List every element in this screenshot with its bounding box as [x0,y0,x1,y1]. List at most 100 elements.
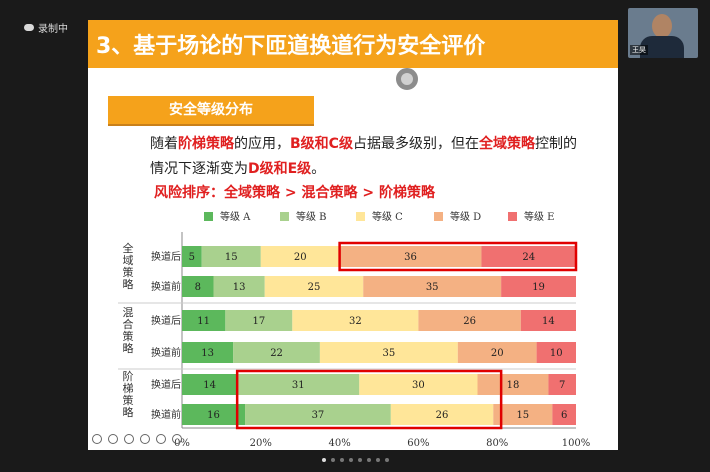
bar-value-label: 15 [516,410,529,421]
bar-value-label: 25 [308,282,321,293]
slide: 3、基于场论的下匝道换道行为安全评价 安全等级分布 随着阶梯策略的应用，B级和C… [88,20,618,450]
bar-value-label: 16 [207,410,220,421]
bar-segment [339,246,482,267]
bar-segment [182,404,246,425]
pager-dot[interactable] [367,458,371,462]
group-label: 合 [123,317,134,331]
control-icon[interactable] [156,434,166,444]
para-highlight: D级和E级 [248,161,312,177]
presenter-video[interactable]: 王昊 [628,8,698,58]
legend-label: 等级 A [220,210,251,223]
slide-title-bar: 3、基于场论的下匝道换道行为安全评价 [88,20,618,68]
x-tick-label: 80% [486,438,508,449]
para-highlight: 全域策略 [478,136,535,152]
pager-dot[interactable] [349,458,353,462]
bar-value-label: 6 [561,410,567,421]
bar-segment [493,404,553,425]
para-text: 随着 [150,136,178,152]
para-text: 占据最多级别，但在 [352,136,479,152]
bar-segment [552,404,576,425]
bar-value-label: 31 [292,380,305,391]
legend-label: 等级 E [524,210,554,223]
group-label: 策 [123,393,134,407]
pager-dot[interactable] [340,458,344,462]
bar-value-label: 14 [203,380,216,391]
bar-value-label: 5 [189,252,195,263]
bar-value-label: 32 [349,316,362,327]
group-label: 略 [123,341,134,355]
bar-segment [260,246,340,267]
legend-swatch [434,212,443,221]
pager-dot[interactable] [358,458,362,462]
bar-value-label: 17 [252,316,265,327]
x-tick-label: 0% [174,438,190,449]
group-label: 略 [123,277,134,291]
control-icon[interactable] [124,434,134,444]
para-text: 控制的情况下逐渐变为 [150,136,577,177]
safety-level-chart: 等级 A等级 B等级 C等级 D等级 E0%20%40%60%80%100%不同… [118,210,591,449]
player-controls [92,434,182,444]
group-label: 全 [123,241,134,255]
row-label: 换道前 [151,408,181,421]
para-highlight: B级和C级 [290,136,353,152]
bar-segment [501,276,576,297]
bar-value-label: 20 [491,348,504,359]
bar-segment [319,342,458,363]
risk-order: 风险排序：全域策略 > 混合策略 > 阶梯策略 [154,185,435,201]
x-tick-label: 100% [562,438,591,449]
slide-title: 3、基于场论的下匝道换道行为安全评价 [96,34,486,59]
bar-segment [213,276,265,297]
control-icon[interactable] [140,434,150,444]
presenter-face [652,14,672,38]
pager-dot[interactable] [385,458,389,462]
bar-value-label: 13 [201,348,214,359]
pager-dot[interactable] [322,458,326,462]
section-tab: 安全等级分布 [108,96,314,126]
slide-pager [322,458,389,462]
legend-swatch [204,212,213,221]
bar-value-label: 10 [550,348,563,359]
legend-label: 等级 C [372,210,403,223]
bar-value-label: 35 [382,348,395,359]
bar-value-label: 36 [404,252,417,263]
control-icon[interactable] [92,434,102,444]
bar-segment [457,342,537,363]
bar-value-label: 20 [294,252,307,263]
bar-segment [477,374,549,395]
group-label: 阶 [123,369,134,383]
presenter-name: 王昊 [630,45,648,55]
bar-segment [536,342,576,363]
x-tick-label: 60% [407,438,429,449]
bar-value-label: 30 [412,380,425,391]
bar-value-label: 26 [436,410,449,421]
bar-segment [390,404,494,425]
bar-value-label: 13 [233,282,246,293]
bar-value-label: 14 [542,316,555,327]
bar-value-label: 37 [312,410,325,421]
group-label: 域 [123,254,134,267]
bar-segment [359,374,478,395]
row-label: 换道后 [151,378,181,391]
bar-segment [418,310,521,331]
highlight-box [338,241,578,272]
group-label: 混 [123,306,134,319]
para-highlight: 阶梯策略 [178,136,234,152]
group-label: 策 [123,329,134,343]
bar-value-label: 8 [195,282,201,293]
control-icon[interactable] [108,434,118,444]
pager-dot[interactable] [331,458,335,462]
bar-segment [264,276,364,297]
control-icon[interactable] [172,434,182,444]
bar-value-label: 26 [463,316,476,327]
bar-segment [245,404,391,425]
row-label: 换道后 [151,250,181,263]
legend-swatch [280,212,289,221]
bar-segment [225,310,293,331]
bar-segment [233,342,320,363]
bar-segment [182,342,234,363]
bar-segment [182,246,202,267]
bar-segment [548,374,576,395]
row-label: 换道前 [151,280,181,293]
pager-dot[interactable] [376,458,380,462]
bar-value-label: 15 [225,252,238,263]
